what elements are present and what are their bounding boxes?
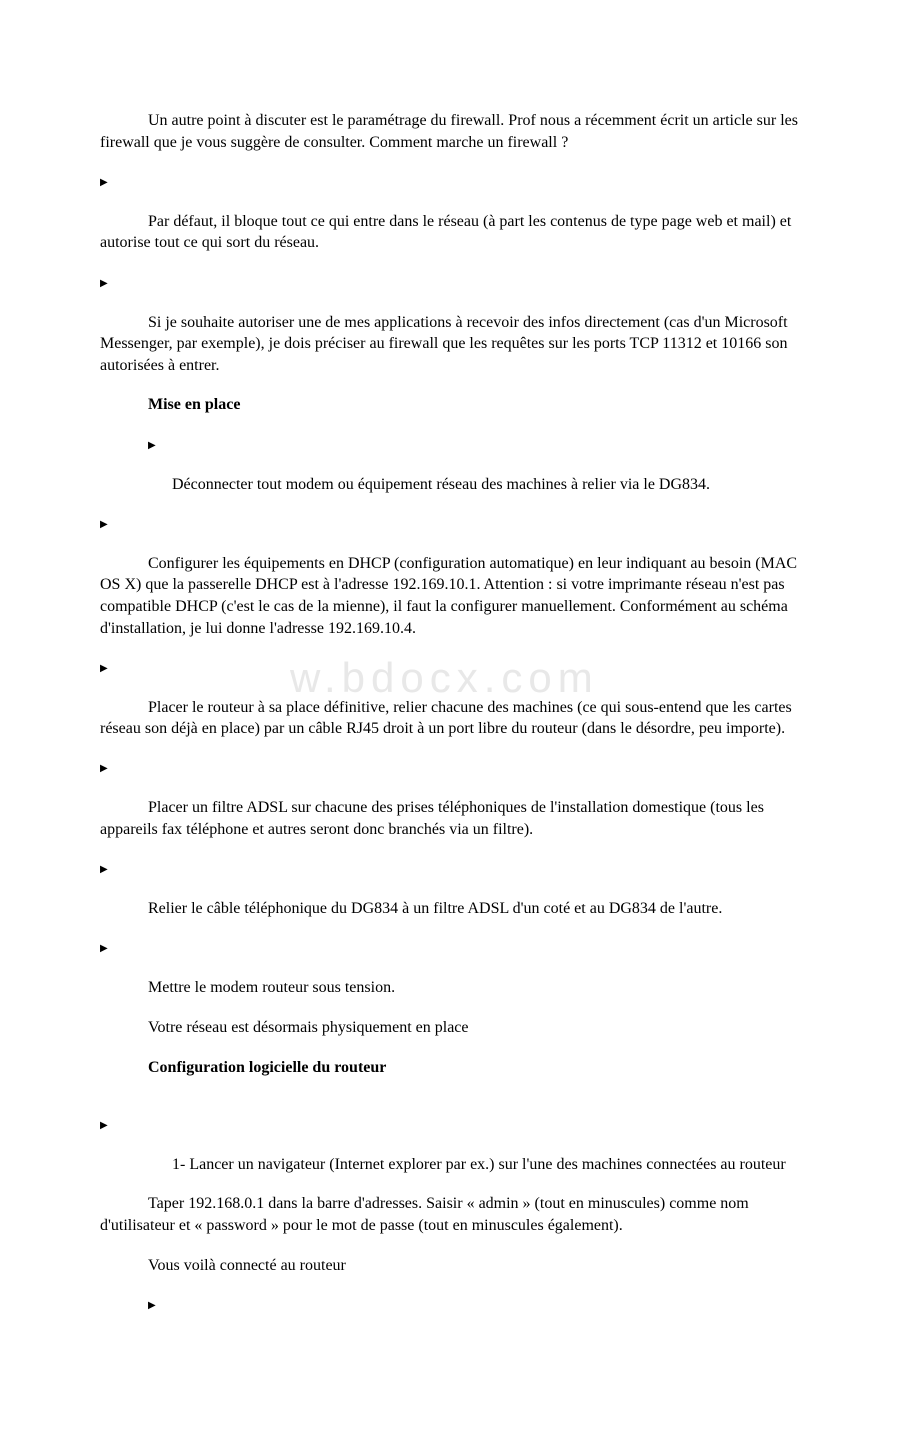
triangle-right-icon: ▶ (148, 1299, 156, 1313)
bullet-marker: ▶ (100, 513, 820, 535)
spacer (100, 1096, 820, 1114)
bullet-marker: ▶ (100, 1294, 820, 1316)
triangle-right-icon: ▶ (148, 439, 156, 453)
triangle-right-icon: ▶ (100, 942, 108, 956)
bullet-marker: ▶ (100, 171, 820, 193)
paragraph-disconnect: Déconnecter tout modem ou équipement rés… (100, 474, 820, 496)
triangle-right-icon: ▶ (100, 762, 108, 776)
bullet-marker: ▶ (100, 272, 820, 294)
bullet-marker: ▶ (100, 1114, 820, 1136)
paragraph-phone-cable: Relier le câble téléphonique du DG834 à … (100, 898, 820, 920)
paragraph-launch-browser: 1- Lancer un navigateur (Internet explor… (100, 1154, 820, 1176)
bullet-marker: ▶ (100, 758, 820, 780)
triangle-right-icon: ▶ (100, 176, 108, 190)
paragraph-firewall-ports: Si je souhaite autoriser une de mes appl… (100, 312, 820, 377)
paragraph-network-ready: Votre réseau est désormais physiquement … (100, 1017, 820, 1039)
document-content: Un autre point à discuter est le paramét… (100, 110, 820, 1316)
paragraph-connected: Vous voilà connecté au routeur (100, 1255, 820, 1277)
paragraph-router-placement: Placer le routeur à sa place définitive,… (100, 697, 820, 740)
triangle-right-icon: ▶ (100, 863, 108, 877)
triangle-right-icon: ▶ (100, 277, 108, 291)
paragraph-firewall-intro: Un autre point à discuter est le paramét… (100, 110, 820, 153)
paragraph-adsl-filter: Placer un filtre ADSL sur chacune des pr… (100, 797, 820, 840)
paragraph-login: Taper 192.168.0.1 dans la barre d'adress… (100, 1193, 820, 1236)
heading-mise-en-place: Mise en place (100, 394, 820, 416)
bullet-marker: ▶ (100, 859, 820, 881)
triangle-right-icon: ▶ (100, 662, 108, 676)
bullet-marker: ▶ (100, 434, 820, 456)
paragraph-dhcp-config: Configurer les équipements en DHCP (conf… (100, 553, 820, 639)
triangle-right-icon: ▶ (100, 518, 108, 532)
bullet-marker: ▶ (100, 938, 820, 960)
paragraph-power-on: Mettre le modem routeur sous tension. (100, 977, 820, 999)
paragraph-firewall-default: Par défaut, il bloque tout ce qui entre … (100, 211, 820, 254)
bullet-marker: ▶ (100, 657, 820, 679)
heading-config-logicielle: Configuration logicielle du routeur (100, 1057, 820, 1079)
triangle-right-icon: ▶ (100, 1119, 108, 1133)
